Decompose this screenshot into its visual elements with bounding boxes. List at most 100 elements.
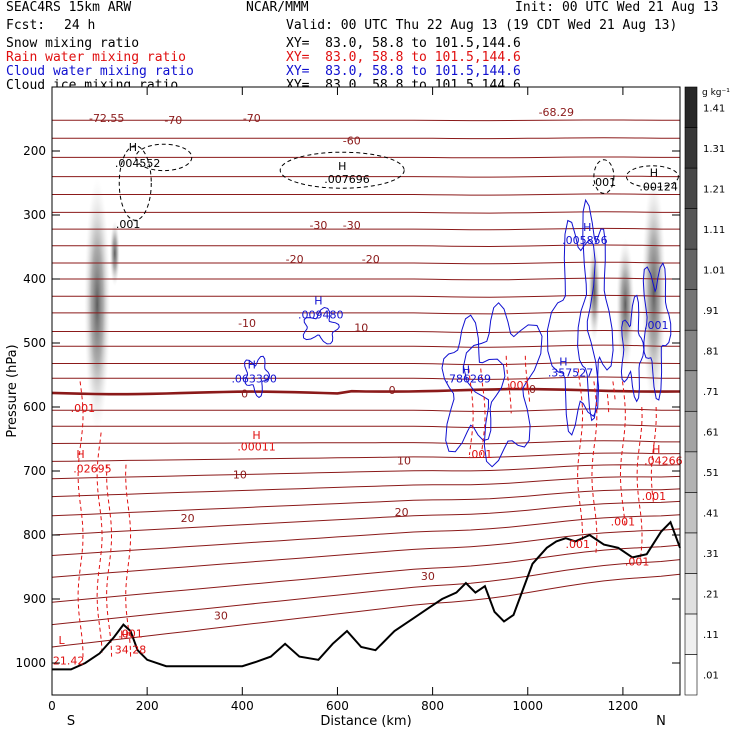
rain-label: .001	[611, 515, 636, 528]
temperature-label: -30	[309, 219, 327, 232]
snow-ice-contour	[279, 151, 405, 189]
shading-column	[616, 238, 635, 371]
x-tick-label: 0	[48, 699, 56, 713]
colorbar-segment	[684, 248, 698, 290]
colorbar-segment	[684, 492, 698, 534]
isotherm-line	[52, 137, 680, 140]
isotherm-line	[52, 344, 680, 348]
cloud-water-label: H	[583, 221, 591, 234]
colorbar-label: 1.31	[703, 144, 725, 155]
isotherm-line	[52, 361, 681, 366]
snow-ice-label: .001	[592, 176, 617, 189]
temperature-label: -68.29	[539, 106, 574, 119]
rain-contour	[96, 432, 103, 654]
isotherm-line	[52, 211, 680, 214]
temperature-label: 10	[233, 469, 247, 482]
colorbar-segment	[684, 532, 698, 574]
temperature-label: -72.55	[89, 112, 124, 125]
cloud-water-label: H	[462, 364, 470, 377]
rain-label: .001	[118, 627, 143, 640]
rain-label: .00011	[237, 441, 276, 454]
colorbar-segment	[684, 329, 698, 372]
header-fcst-value: 24 h	[64, 18, 96, 33]
isotherm-line	[51, 464, 681, 480]
temperature-label: -10	[238, 317, 256, 330]
rain-label: 34.28	[115, 643, 147, 656]
isotherm-line	[51, 500, 681, 536]
isotherm-line	[52, 119, 680, 122]
colorbar-label: 1.41	[703, 103, 725, 114]
colorbar-segment	[684, 613, 698, 655]
colorbar-segment	[684, 573, 698, 615]
legend-snow-name: Snow mixing ratio	[6, 36, 140, 51]
cloud-water-contour	[462, 302, 543, 468]
colorbar-label: .21	[703, 590, 719, 601]
cloud-water-label: .786269	[446, 373, 492, 386]
isotherm-line	[52, 311, 680, 315]
x-tick-label: 1200	[608, 699, 639, 713]
rain-contour	[619, 381, 626, 526]
rain-label: .001	[506, 379, 531, 392]
colorbar-segment	[684, 370, 698, 412]
x-tick-label: 800	[421, 699, 444, 713]
cloud-water-contour	[642, 262, 672, 401]
rain-label: .001	[625, 556, 650, 569]
rain-contour	[612, 381, 616, 401]
temperature-label: -60	[343, 135, 361, 148]
shading-column	[84, 178, 111, 432]
colorbar-unit: g kg⁻¹	[702, 88, 730, 98]
header-model: SEAC4RS 15km ARW	[6, 0, 132, 15]
cloud-water-contour	[546, 219, 600, 436]
rain-label: H	[76, 448, 84, 461]
isotherm-line	[52, 376, 680, 380]
cloud-water-label: .005856	[562, 234, 608, 247]
rain-contour	[650, 406, 657, 504]
header-fcst-label: Fcst:	[6, 18, 46, 33]
colorbar-label: .31	[703, 549, 719, 560]
cloud-water-label: .063390	[231, 373, 277, 386]
isotherm-line	[52, 175, 680, 178]
cloud-water-label: H	[248, 359, 256, 372]
legend-cloud-water-name: Cloud water mixing ratio	[6, 64, 194, 79]
shading-column	[641, 176, 666, 408]
temperature-label: 20	[395, 506, 409, 519]
south-label: S	[67, 714, 75, 729]
rain-label: L	[58, 634, 65, 647]
y-tick-label: 700	[23, 464, 46, 478]
header-init: Init: 00 UTC Wed 21 Aug 13	[515, 0, 719, 15]
temperature-label: -70	[243, 112, 261, 125]
plot-frame	[51, 86, 681, 696]
colorbar-label: 1.01	[703, 265, 725, 276]
rain-contour	[577, 368, 584, 542]
isotherm-line	[51, 440, 680, 445]
colorbar-label: .71	[703, 387, 719, 398]
temperature-label: 30	[214, 609, 228, 622]
snow-ice-label: H	[338, 160, 346, 173]
colorbar-label: .61	[703, 428, 719, 439]
colorbar-segment	[684, 451, 698, 493]
temperature-label: 20	[181, 512, 195, 525]
snow-ice-label: .007696	[324, 173, 370, 186]
cloud-water-contour	[302, 306, 340, 345]
temperature-label: -20	[286, 253, 304, 266]
temperature-label: 0	[389, 384, 396, 397]
cloud-water-label: H	[314, 295, 322, 308]
colorbar-segment	[684, 654, 698, 696]
rain-contour	[606, 394, 610, 414]
rain-label: .001	[565, 538, 590, 551]
header-valid: Valid: 00 UTC Thu 22 Aug 13 (19 CDT Wed …	[286, 18, 678, 33]
colorbar-label: .01	[703, 671, 719, 682]
rain-contour	[636, 406, 643, 561]
temperature-label: -20	[362, 253, 380, 266]
rain-label: .02695	[73, 462, 112, 475]
snow-ice-label: .00124	[639, 181, 678, 194]
isotherm-line	[52, 244, 680, 248]
snow-ice-contour	[593, 159, 615, 194]
y-tick-label: 500	[23, 336, 46, 350]
freezing-level-line	[51, 387, 681, 396]
isotherm-line	[52, 193, 680, 196]
colorbar-segment	[684, 410, 698, 453]
shading-column	[109, 220, 120, 287]
colorbar-segment	[684, 86, 698, 128]
cloud-water-contour	[577, 198, 614, 422]
